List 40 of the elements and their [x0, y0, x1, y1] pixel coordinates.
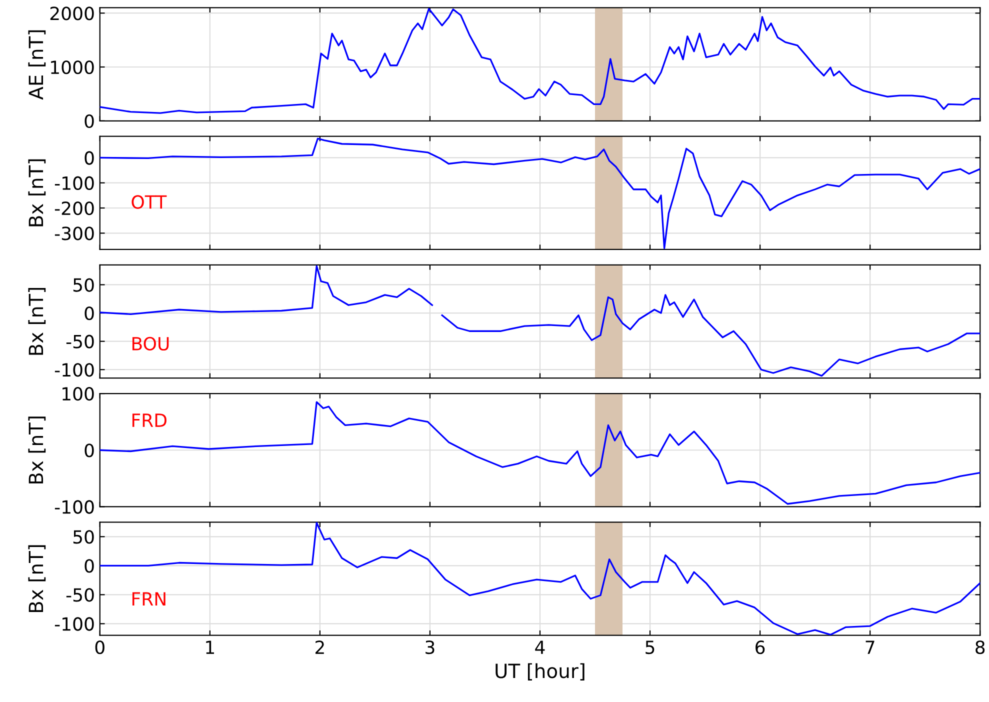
series-label: BOU	[132, 336, 169, 351]
y-tick-label: 50	[73, 530, 94, 544]
text: OTT	[132, 195, 167, 209]
y-tick-label: -100	[54, 363, 94, 377]
x-tick-label: 5	[646, 640, 654, 654]
x-tick-label: 1	[206, 640, 214, 654]
y-tick-label: 1000	[51, 60, 94, 74]
x-tick-label: 4	[535, 640, 545, 654]
y-tick-label: 0	[84, 559, 94, 573]
y-tick-label: -300	[54, 226, 94, 240]
y-tick-label: 2000	[50, 6, 94, 20]
line-series	[100, 401, 980, 505]
y-tick-label: 100	[62, 387, 94, 401]
y-axis-title: AE [nT]	[28, 30, 46, 100]
y-tick-label: -100	[54, 500, 94, 514]
y-tick-label: 0	[84, 306, 94, 320]
y-axis-title: Bx [nT]	[28, 288, 46, 355]
line-series	[100, 138, 980, 250]
y-axis-title: Bx [nT]	[28, 545, 46, 612]
y-axis-title: Bx [nT]	[28, 416, 46, 484]
y-tick-label: 0	[84, 151, 94, 165]
y-tick-label: 50	[73, 278, 94, 292]
line-series	[100, 522, 980, 636]
y-tick-label: 0	[84, 444, 94, 458]
x-tick-label: 7	[866, 640, 874, 654]
y-axis-title: Bx [nT]	[28, 159, 46, 226]
x-tick-label: 6	[756, 640, 765, 654]
y-tick-label: -100	[54, 617, 94, 631]
y-tick-label: 0	[84, 114, 94, 128]
x-tick-label: 0	[95, 640, 104, 654]
y-tick-label: -50	[66, 588, 94, 602]
x-tick-label: 2	[316, 640, 324, 654]
y-tick-label: -200	[54, 201, 94, 216]
x-tick-label: 8	[976, 640, 985, 654]
y-tick-label: -100	[54, 176, 94, 190]
y-tick-label: -50	[66, 334, 94, 348]
x-axis-title: UT [hour]	[496, 663, 584, 681]
series-label: FRD	[132, 414, 166, 427]
series-label: FRN	[132, 592, 166, 606]
x-tick-label: 3	[426, 640, 434, 654]
